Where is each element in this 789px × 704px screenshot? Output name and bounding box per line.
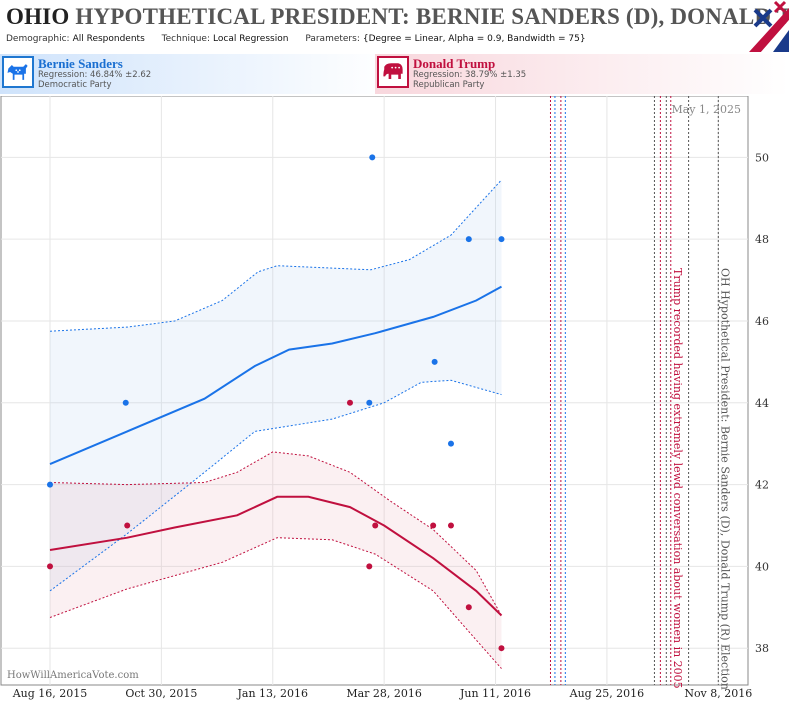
event-label: OH Hypothetical President: Bernie Sander…: [718, 268, 731, 690]
poll-point: [369, 154, 376, 161]
poll-point: [47, 481, 53, 488]
donkey-icon: [2, 56, 34, 88]
poll-chart: Trump recorded having extremely lewd con…: [0, 96, 769, 700]
watermark: HowWillAmericaVote.com: [7, 670, 139, 681]
y-axis: 38 40 42 44 46 48 50: [755, 151, 769, 655]
lower-bound-line: [49, 537, 502, 669]
poll-point: [124, 522, 131, 529]
democrat-party: Democratic Party: [38, 80, 112, 90]
republican-party: Republican Party: [413, 80, 485, 90]
event-markers: Trump recorded having extremely lewd con…: [549, 96, 731, 690]
x-axis: Aug 16, 2015 Oct 30, 2015 Jan 13, 2016 Mar …: [12, 687, 753, 700]
poll-point: [366, 563, 373, 570]
x-tick-label: Aug 25, 2016: [569, 687, 645, 700]
x-tick-label: Aug 16, 2015: [12, 687, 88, 700]
x-tick-label: Jun 11, 2016: [459, 687, 531, 700]
y-tick-label: 40: [755, 560, 769, 573]
y-tick-label: 38: [755, 642, 769, 655]
technique-label: Technique:: [161, 34, 211, 44]
flag-logo-icon: [749, 0, 789, 52]
poll-point: [498, 236, 505, 243]
y-tick-label: 42: [755, 479, 769, 492]
poll-point: [431, 358, 438, 365]
parameters-value: {Degree = Linear, Alpha = 0.9, Bandwidth…: [362, 34, 586, 44]
poll-point: [366, 399, 373, 406]
demographic-label: Demographic:: [6, 34, 70, 44]
lower-bound-line: [49, 379, 502, 592]
poll-point: [122, 399, 129, 406]
parameters-line: Demographic: All Respondents Technique: Lo…: [6, 34, 600, 44]
upper-bound-line: [49, 179, 502, 332]
trend-line: [49, 495, 503, 617]
poll-point: [430, 522, 437, 529]
republican-name: Donald Trump: [413, 56, 496, 71]
x-tick-label: Oct 30, 2015: [125, 687, 197, 700]
legend-democrat: Bernie Sanders Regression: 46.84% ±2.62 …: [0, 54, 389, 94]
plot-frame: [0, 96, 749, 686]
title-state: OHIO: [6, 4, 70, 29]
parameters-label: Parameters:: [305, 34, 360, 44]
y-tick-label: 46: [755, 315, 769, 328]
event-label: Trump recorded having extremely lewd con…: [671, 268, 684, 689]
confidence-band: [50, 451, 502, 669]
chart-title: OHIO HYPOTHETICAL PRESIDENT: BERNIE SAND…: [6, 4, 789, 30]
x-tick-label: Mar 28, 2016: [346, 687, 422, 700]
y-tick-label: 50: [755, 151, 769, 164]
poll-point: [465, 604, 472, 611]
confidence-band: [50, 179, 502, 591]
y-tick-label: 48: [755, 233, 769, 246]
x-tick-label: Nov 8, 2016: [684, 687, 752, 700]
chart-header: OHIO HYPOTHETICAL PRESIDENT: BERNIE SAND…: [0, 0, 789, 52]
upper-bound-line: [49, 451, 502, 616]
current-date-label: May 1, 2025: [671, 103, 741, 116]
trend-lines: [49, 179, 503, 669]
demographic-value: All Respondents: [72, 34, 145, 44]
poll-points: [47, 154, 505, 652]
title-text: HYPOTHETICAL PRESIDENT: BERNIE SANDERS (…: [75, 4, 789, 29]
trend-line: [49, 285, 502, 466]
democrat-name: Bernie Sanders: [38, 56, 123, 71]
poll-point: [498, 645, 505, 652]
candidate-legend: Bernie Sanders Regression: 46.84% ±2.62 …: [0, 54, 789, 94]
republican-regression: Regression: 38.79% ±1.35: [413, 70, 527, 80]
poll-point: [447, 522, 454, 529]
x-tick-label: Jan 13, 2016: [236, 687, 308, 700]
poll-point: [465, 236, 472, 243]
elephant-icon: [377, 56, 409, 88]
poll-point: [346, 399, 353, 406]
confidence-bands: [50, 179, 502, 669]
y-tick-label: 44: [755, 397, 769, 410]
poll-point: [372, 522, 379, 529]
legend-republican: Donald Trump Regression: 38.79% ±1.35 Re…: [375, 54, 789, 94]
technique-value: Local Regression: [213, 34, 289, 44]
democrat-regression: Regression: 46.84% ±2.62: [38, 70, 152, 80]
poll-point: [447, 440, 454, 447]
poll-point: [47, 563, 53, 570]
